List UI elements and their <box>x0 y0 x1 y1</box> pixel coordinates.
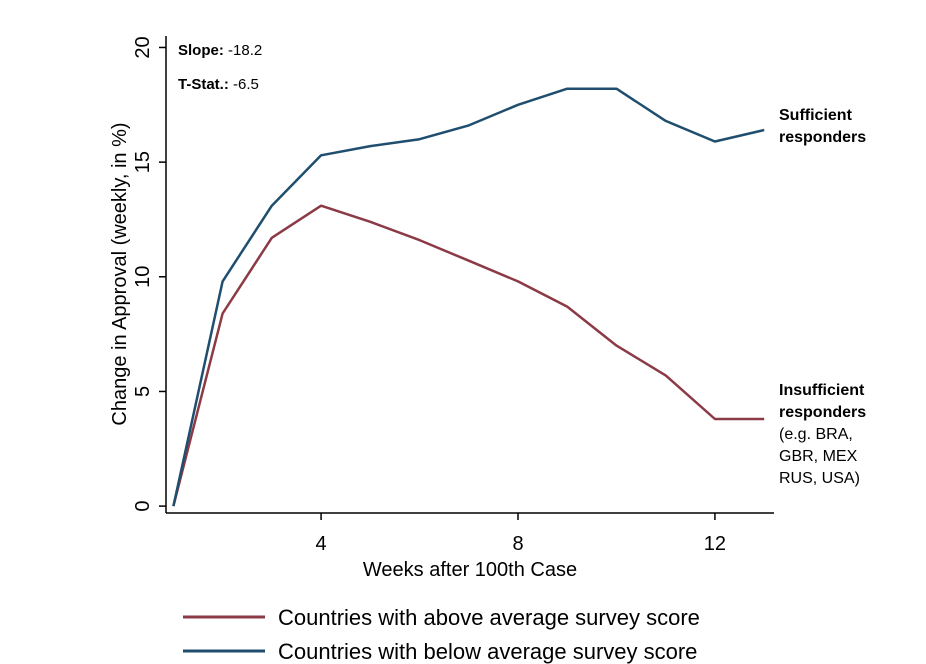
series-line-1 <box>172 204 765 507</box>
series-end-label-line: responders <box>779 129 866 146</box>
y-tick-label: 20 <box>132 36 154 58</box>
tstat-value: -6.5 <box>229 76 259 93</box>
series-line-2 <box>172 87 765 507</box>
y-tick-label: 5 <box>132 386 154 397</box>
series-end-label-line: RUS, USA) <box>779 470 860 487</box>
y-axis-title: Change in Approval (weekly, in %) <box>109 122 131 425</box>
y-tick-label: 0 <box>132 501 154 512</box>
tstat-label: T-Stat.: <box>178 76 229 93</box>
slope-label: Slope: <box>178 42 224 59</box>
series-end-label-line: (e.g. BRA, <box>779 426 853 443</box>
svg-text:T-Stat.: -6.5: T-Stat.: -6.5 <box>178 76 259 93</box>
series-end-label-line: Sufficient <box>779 107 853 124</box>
y-tick-label: 15 <box>132 151 154 173</box>
x-axis-title: Weeks after 100th Case <box>363 559 577 581</box>
slope-value: -18.2 <box>224 42 262 59</box>
stats-annotation: Slope: -18.2 T-Stat.: -6.5 <box>178 42 262 93</box>
series-end-label-line: GBR, MEX <box>779 448 858 465</box>
legend-label: Countries with above average survey scor… <box>278 605 700 630</box>
series-end-label-line: responders <box>779 404 866 421</box>
svg-text:Slope: -18.2: Slope: -18.2 <box>178 42 262 59</box>
legend-label: Countries with below average survey scor… <box>278 639 697 664</box>
axes: 0 5 10 15 20 4 8 12 <box>132 36 774 555</box>
series-lines <box>172 87 765 507</box>
x-ticks: 4 8 12 <box>316 513 726 555</box>
series-end-label-line: Insufficient <box>779 382 865 399</box>
x-tick-label: 4 <box>316 533 327 555</box>
series-end-labels: Insufficient responders (e.g. BRA, GBR, MEX… <box>779 107 866 487</box>
x-tick-label: 8 <box>512 533 523 555</box>
x-tick-label: 12 <box>704 533 726 555</box>
y-ticks: 0 5 10 15 20 <box>132 36 166 512</box>
legend: Countries with above average survey scor… <box>183 605 700 664</box>
y-tick-label: 10 <box>132 266 154 288</box>
